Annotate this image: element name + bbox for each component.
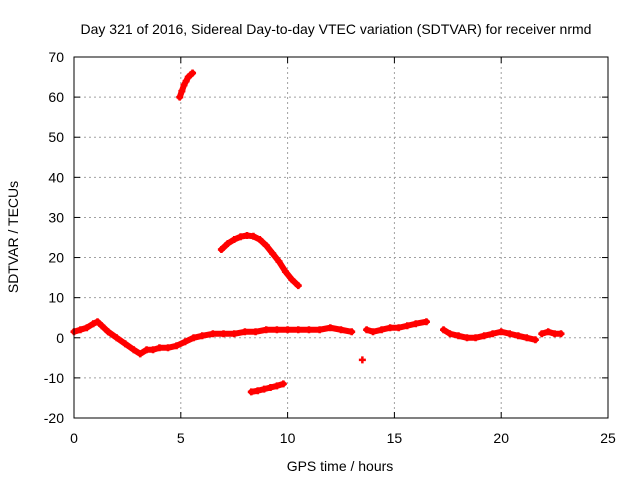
x-tick-label: 20 <box>493 430 509 446</box>
x-axis-label: GPS time / hours <box>287 458 394 474</box>
x-tick-label: 15 <box>387 430 403 446</box>
series-arc-low <box>247 380 287 396</box>
grid <box>74 57 608 418</box>
y-tick-label: -10 <box>44 370 64 386</box>
x-tick-label: 5 <box>177 430 185 446</box>
series-line <box>176 70 196 101</box>
series-arc-top <box>176 69 197 101</box>
y-tick-label: 10 <box>48 290 64 306</box>
x-tick-label: 0 <box>70 430 78 446</box>
series-line <box>538 328 565 337</box>
y-tick-label: 30 <box>48 209 64 225</box>
y-axis-label: SDTVAR / TECUs <box>5 181 21 293</box>
series-late-band-1 <box>363 318 430 336</box>
axes: 0 5 10 15 20 25 -20 -10 0 10 20 30 40 50 60 70 <box>44 49 616 446</box>
y-tick-label: 0 <box>56 330 64 346</box>
series-main-band <box>70 318 356 358</box>
chart-title: Day 321 of 2016, Sidereal Day-to-day VTE… <box>81 21 592 37</box>
y-tick-label: 60 <box>48 89 64 105</box>
series-arc-mid <box>217 231 302 290</box>
series-line <box>440 326 539 343</box>
series-late-band-2 <box>440 326 539 344</box>
series-outlier <box>358 356 366 364</box>
series-line <box>218 232 302 289</box>
series-line <box>248 380 287 395</box>
series-line <box>71 318 355 357</box>
data-points <box>70 69 565 396</box>
y-tick-label: 50 <box>48 129 64 145</box>
x-tick-label: 25 <box>600 430 616 446</box>
y-tick-label: 40 <box>48 169 64 185</box>
series-late-band-3 <box>538 328 565 338</box>
y-tick-label: 20 <box>48 250 64 266</box>
y-tick-label: 70 <box>48 49 64 65</box>
data-point <box>358 356 366 364</box>
y-tick-label: -20 <box>44 410 64 426</box>
plot-frame <box>73 56 609 419</box>
x-tick-label: 10 <box>280 430 296 446</box>
series-line <box>363 318 430 335</box>
